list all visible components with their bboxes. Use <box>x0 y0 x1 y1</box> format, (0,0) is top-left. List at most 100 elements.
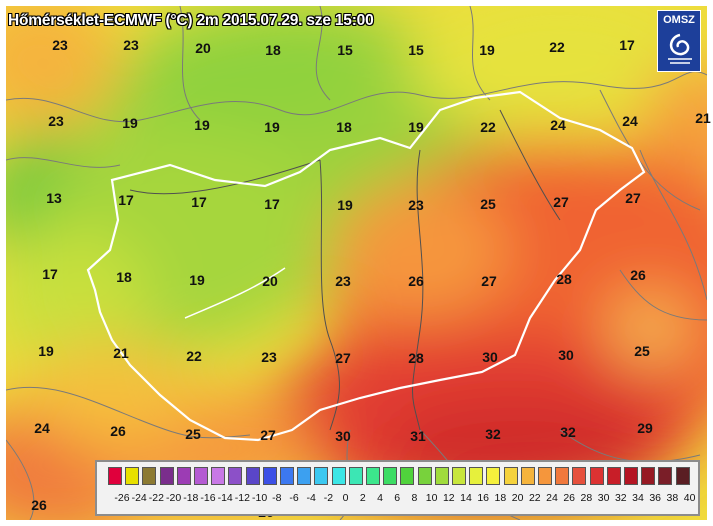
legend-tick-label: 24 <box>546 492 558 504</box>
temperature-value: 18 <box>265 42 281 58</box>
hungary-border <box>86 90 646 442</box>
legend-tick-label: -18 <box>183 492 199 504</box>
country-borders <box>6 6 707 520</box>
omsz-logo[interactable]: OMSZ <box>657 10 701 72</box>
legend-swatch <box>297 467 312 485</box>
temperature-value: 27 <box>335 350 351 366</box>
temperature-value: 25 <box>185 426 201 442</box>
legend-swatch <box>194 467 208 485</box>
legend-tick-label: 6 <box>394 492 401 504</box>
temperature-value: 19 <box>122 115 138 131</box>
temperature-value: 28 <box>408 350 424 366</box>
temperature-value: 21 <box>695 110 711 126</box>
temperature-value: 27 <box>260 427 276 443</box>
temperature-value: 22 <box>549 39 565 55</box>
legend-swatch <box>486 467 501 485</box>
legend-swatch <box>262 467 277 485</box>
temperature-value: 18 <box>336 119 352 135</box>
temperature-value: 23 <box>261 349 277 365</box>
legend-tick-label: -8 <box>272 492 282 504</box>
legend-tick-label: 0 <box>342 492 349 504</box>
temperature-value: 19 <box>38 343 54 359</box>
legend-swatch <box>417 467 432 485</box>
legend-swatch <box>125 467 140 485</box>
temperature-value: 32 <box>485 426 501 442</box>
legend-tick-label: 2 <box>359 492 366 504</box>
temperature-value: 27 <box>553 194 569 210</box>
temperature-value: 27 <box>625 190 641 206</box>
legend-swatch <box>142 467 157 485</box>
legend-tick-label: 22 <box>528 492 541 504</box>
temperature-value: 30 <box>482 349 498 365</box>
legend-swatch <box>108 467 122 485</box>
temperature-value: 23 <box>48 113 64 129</box>
temperature-value: 24 <box>550 117 566 133</box>
legend-tick-label: 10 <box>425 492 438 504</box>
temperature-value: 28 <box>556 271 572 287</box>
temperature-value: 22 <box>186 348 202 364</box>
temperature-value: 26 <box>630 267 646 283</box>
lake-balaton <box>184 267 286 319</box>
legend-swatch <box>159 467 174 485</box>
temperature-value: 23 <box>52 37 68 53</box>
legend-swatch <box>641 467 656 485</box>
legend-tick-label: 34 <box>632 492 644 504</box>
map-title: Hőmérséklet-ECMWF (°C) 2m 2015.07.29. sz… <box>8 12 374 29</box>
legend-swatch <box>280 467 294 485</box>
legend-tick-label: -2 <box>323 492 334 504</box>
temperature-value: 13 <box>46 190 62 206</box>
temperature-value: 20 <box>262 273 278 289</box>
temperature-value: 18 <box>116 269 132 285</box>
legend-tick-label: 30 <box>597 492 610 504</box>
omsz-logo-text: OMSZ <box>663 14 695 26</box>
temperature-value: 19 <box>408 119 424 135</box>
legend-swatch <box>434 467 449 485</box>
legend-swatch <box>211 467 226 485</box>
legend-tick-label: 40 <box>683 492 696 504</box>
omsz-logo-icon <box>668 33 692 64</box>
legend-tick-label: 28 <box>580 492 593 504</box>
legend-tick-label: -26 <box>114 492 130 504</box>
legend-tick-label: -10 <box>252 492 268 504</box>
temperature-value: 27 <box>481 273 497 289</box>
temperature-value: 25 <box>634 343 650 359</box>
temperature-value: 17 <box>619 37 635 53</box>
legend-tick-label: 38 <box>666 492 679 504</box>
legend-swatch <box>383 467 398 485</box>
temperature-value: 19 <box>479 42 495 58</box>
temperature-value: 19 <box>189 272 205 288</box>
legend-tick-label: 4 <box>377 492 383 504</box>
legend-swatch <box>245 467 260 485</box>
temperature-value: 24 <box>622 113 638 129</box>
temperature-value: 20 <box>195 40 211 56</box>
legend-tick-label: 18 <box>494 492 507 504</box>
legend-tick-label: -12 <box>234 492 250 504</box>
temperature-value: 26 <box>408 273 424 289</box>
legend-tick-label: 8 <box>411 492 418 504</box>
legend-tick-label: -14 <box>217 492 233 504</box>
temperature-value: 26 <box>110 423 126 439</box>
legend-swatch <box>176 467 191 485</box>
legend-tick-label: 36 <box>649 492 662 504</box>
legend-swatch <box>538 467 552 485</box>
rivers <box>129 109 561 431</box>
legend-swatch <box>366 467 380 485</box>
legend-swatch <box>400 467 415 485</box>
legend-swatch <box>675 467 690 485</box>
legend-swatch <box>606 467 621 485</box>
temperature-value: 17 <box>264 196 280 212</box>
temperature-value: 30 <box>335 428 351 444</box>
temperature-value: 17 <box>191 194 207 210</box>
temperature-value: 25 <box>480 196 496 212</box>
legend-swatch <box>624 467 638 485</box>
legend-tick-label: 12 <box>442 492 455 504</box>
temperature-value: 31 <box>410 428 426 444</box>
temperature-value: 17 <box>118 192 134 208</box>
temperature-value: 19 <box>264 119 280 135</box>
temperature-value: 32 <box>560 424 576 440</box>
legend-swatch <box>520 467 535 485</box>
legend-tick-label: 14 <box>460 492 472 504</box>
legend-swatch <box>572 467 587 485</box>
temperature-value: 30 <box>558 347 574 363</box>
